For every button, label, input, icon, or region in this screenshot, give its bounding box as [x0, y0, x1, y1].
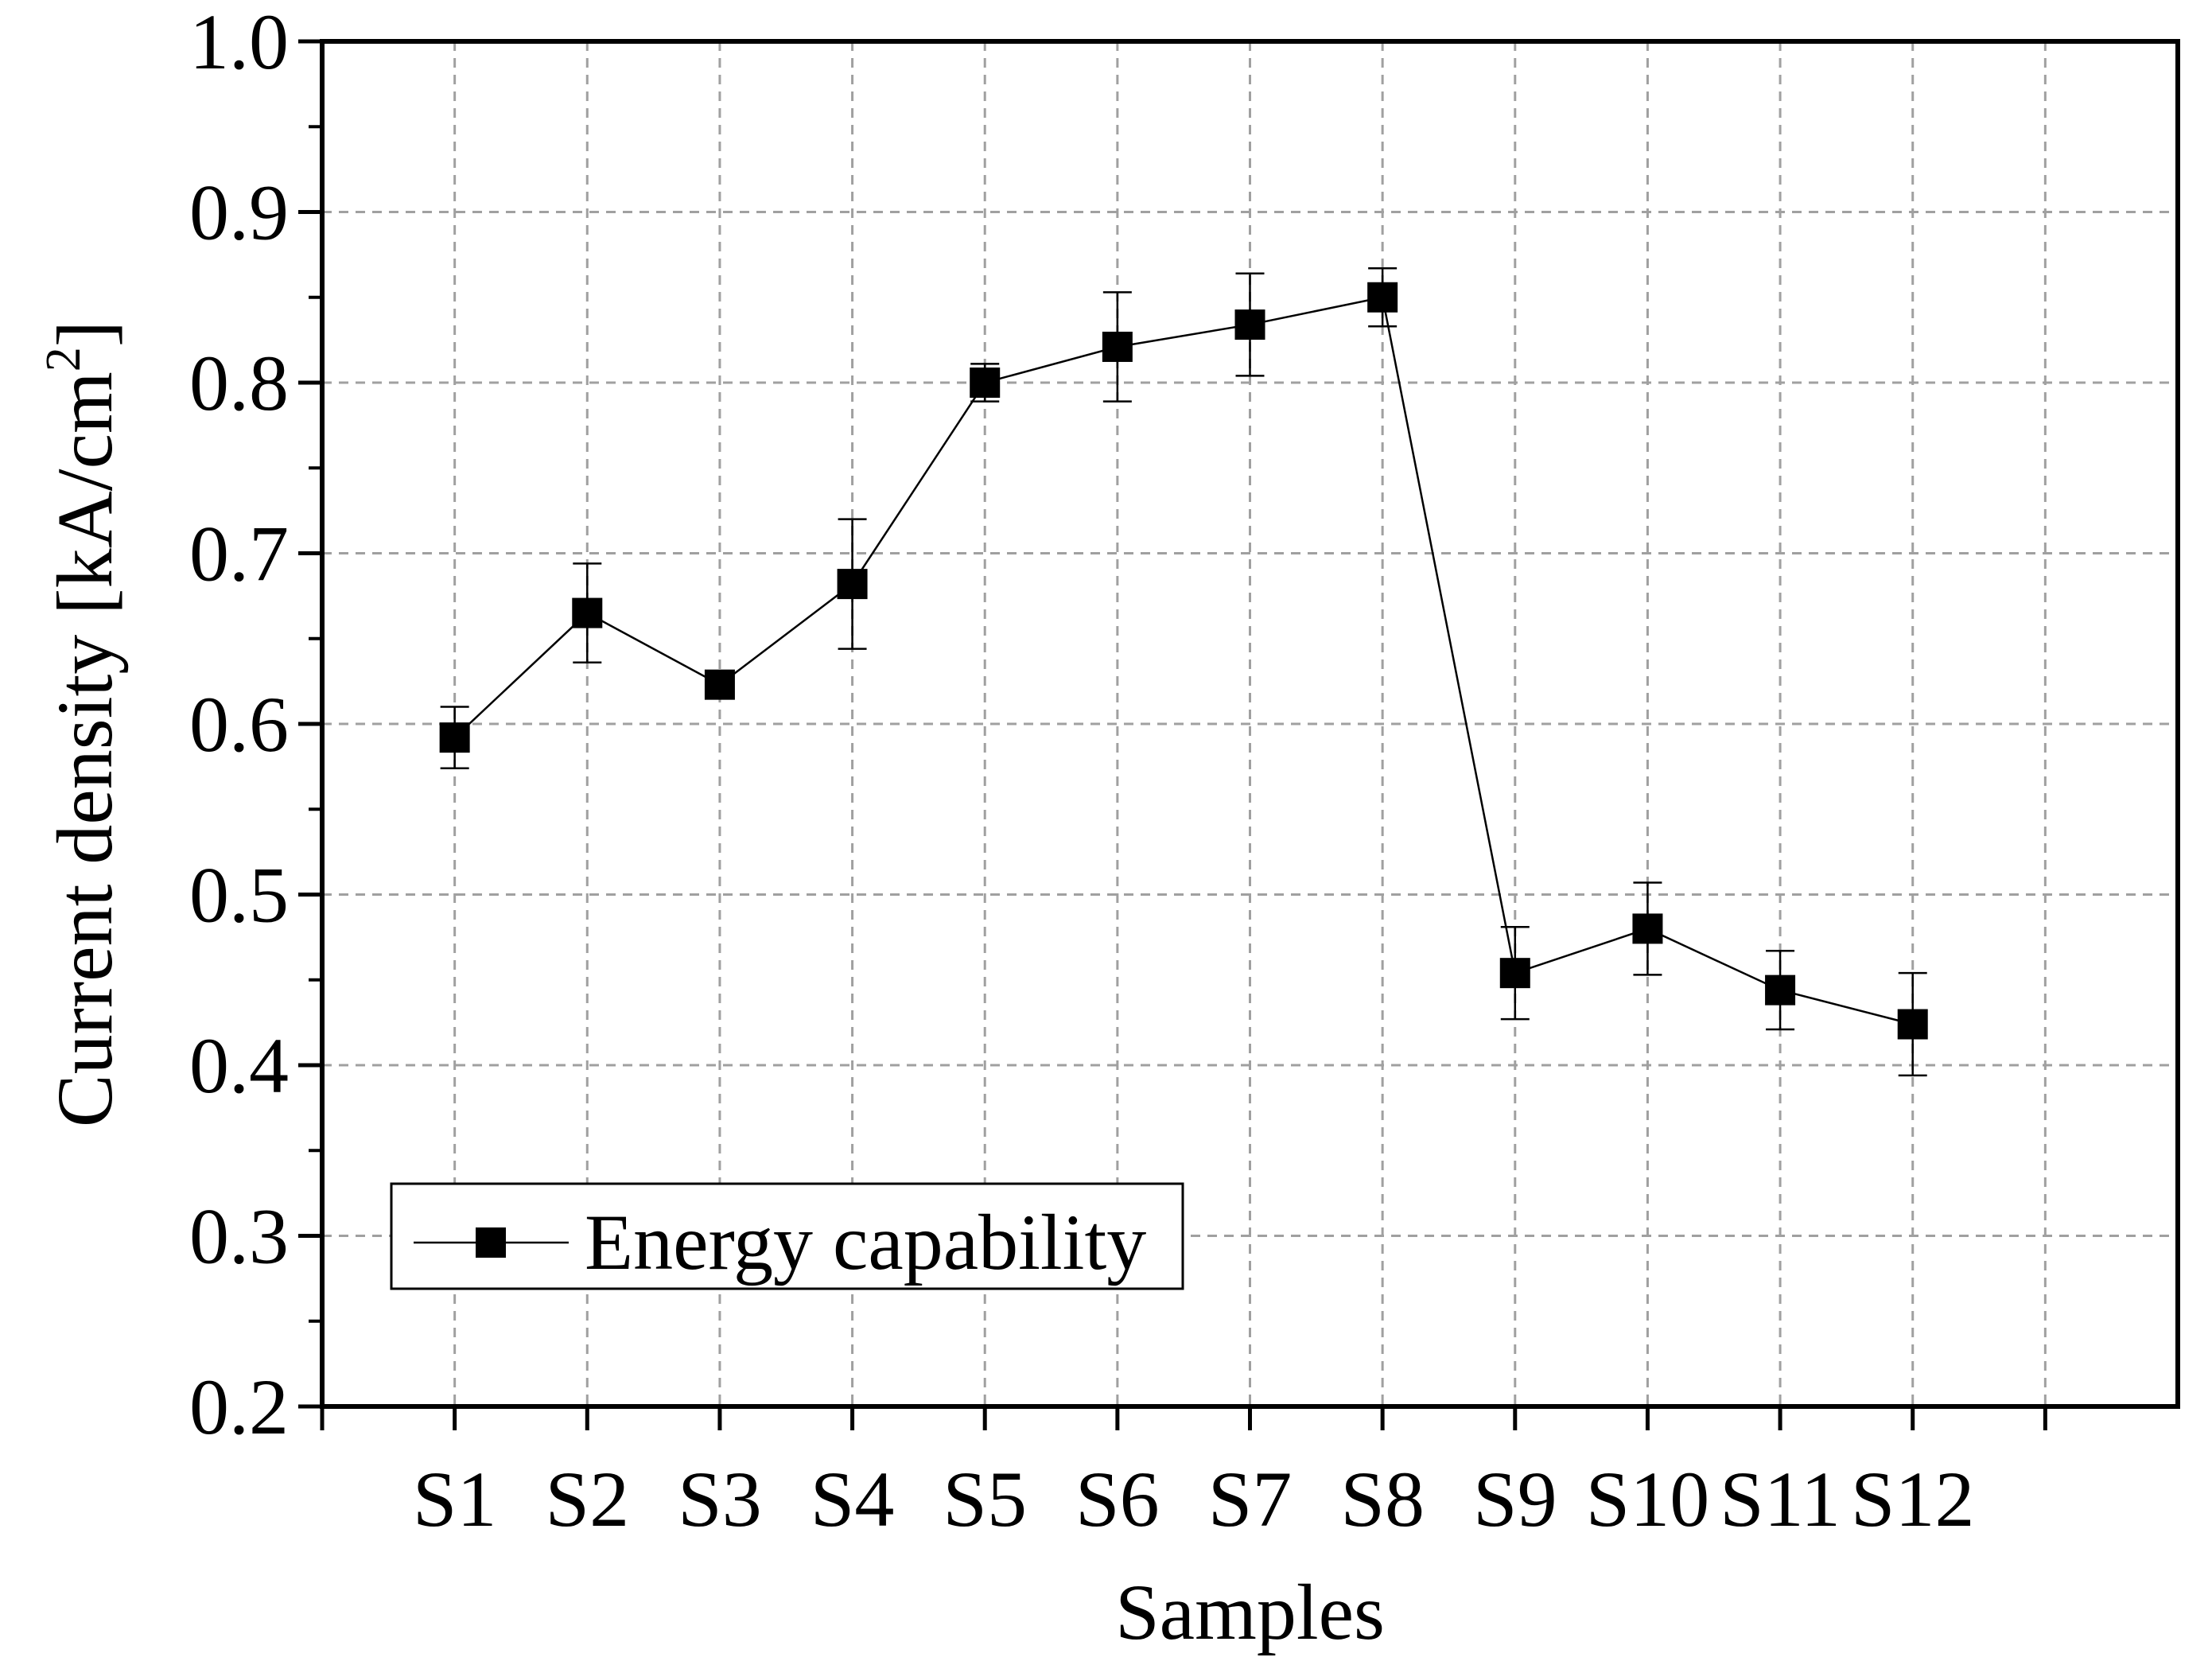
y-tick-label: 0.8 — [189, 339, 289, 427]
x-tick-label: S7 — [1208, 1455, 1293, 1543]
x-axis-title: Samples — [1115, 1568, 1385, 1656]
data-point-marker — [1499, 958, 1530, 989]
series-energy-capability — [439, 267, 1928, 1077]
data-point-marker — [1897, 1009, 1928, 1040]
y-tick-label: 0.4 — [189, 1021, 289, 1110]
data-point-marker — [837, 569, 868, 600]
y-tick-label: 0.9 — [189, 169, 289, 257]
data-point-marker — [439, 722, 470, 753]
data-point-marker — [1367, 282, 1398, 313]
y-axis-title-superscript: 2 — [37, 347, 91, 372]
x-tick-label: S8 — [1340, 1455, 1425, 1543]
y-axis-title-main: Current density [kA/cm — [41, 372, 129, 1127]
data-point-marker — [1632, 913, 1663, 944]
data-point-marker — [704, 669, 735, 700]
x-tick-label: S5 — [943, 1455, 1027, 1543]
x-tick-label: S12 — [1851, 1455, 1975, 1543]
x-tick-label: S11 — [1720, 1455, 1841, 1543]
data-point-marker — [572, 597, 603, 628]
y-tick-label: 0.5 — [189, 851, 289, 939]
y-tick-label: 0.7 — [189, 510, 289, 598]
data-point-marker — [970, 368, 1001, 398]
x-tick-label: S10 — [1586, 1455, 1710, 1543]
y-tick-label: 1.0 — [189, 0, 289, 86]
x-tick-label: S2 — [545, 1455, 629, 1543]
y-tick-label: 0.6 — [189, 680, 289, 768]
legend: Energy capability — [390, 1182, 1184, 1290]
x-tick-label: S4 — [811, 1455, 895, 1543]
x-tick-label: S1 — [413, 1455, 497, 1543]
x-tick-label: S9 — [1473, 1455, 1557, 1543]
y-axis-title-end: ] — [41, 321, 129, 347]
axes: 0.2 0.3 0.4 0.5 0.6 0.7 0.8 0.9 1.0 S1 S2 S3 S4 S5 S6 S… — [189, 0, 2047, 1543]
y-tick-label: 0.2 — [189, 1363, 289, 1451]
data-point-marker — [1765, 974, 1796, 1006]
legend-box — [390, 1182, 1184, 1290]
x-tick-label: S6 — [1075, 1455, 1160, 1543]
x-tick-label: S3 — [678, 1455, 762, 1543]
data-point-marker — [1234, 309, 1265, 340]
y-tick-label: 0.3 — [189, 1192, 289, 1281]
y-axis-title: Current density [kA/cm2] — [37, 321, 129, 1127]
series-line — [453, 296, 1914, 1025]
legend-marker — [476, 1227, 506, 1258]
legend-label: Energy capability — [585, 1198, 1146, 1286]
data-point-marker — [1102, 331, 1133, 362]
